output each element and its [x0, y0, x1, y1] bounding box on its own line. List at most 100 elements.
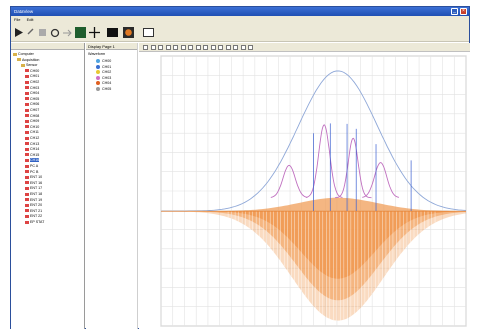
tree-item[interactable]: CH08 — [25, 114, 39, 119]
tree-item-label: CH10 — [30, 124, 40, 129]
peak-trace — [362, 162, 400, 198]
tree-item[interactable]: EP STAT — [25, 220, 44, 225]
tree-item[interactable]: CH07 — [25, 108, 39, 113]
legend-item[interactable]: CH02 — [96, 70, 111, 75]
legend-item[interactable]: CH05 — [96, 87, 111, 92]
close-button[interactable]: × — [460, 8, 467, 15]
tree-item-label: EP STAT — [30, 220, 45, 224]
color-icon[interactable] — [123, 27, 134, 38]
channel-icon — [25, 86, 29, 90]
tree-item[interactable]: CH04 — [25, 91, 39, 96]
tree-item[interactable]: CH12 — [25, 136, 39, 141]
tree-item[interactable]: CH05 — [25, 97, 39, 102]
play-icon[interactable] — [13, 27, 24, 38]
tree-item[interactable]: ENT 18 — [25, 192, 42, 197]
app-window: DataView _ × File Edit — [10, 6, 470, 329]
tree-item[interactable]: ENT 10 — [25, 175, 42, 180]
cursor-icon[interactable] — [143, 45, 148, 50]
tree-item[interactable]: PC A — [25, 164, 38, 169]
window-icon[interactable] — [143, 27, 154, 38]
tree-item[interactable]: Computer — [13, 52, 34, 57]
legend-item[interactable]: CH01 — [96, 65, 111, 70]
channel-icon — [25, 181, 29, 185]
channel-icon — [25, 125, 29, 129]
tree-item-label: Sensor — [26, 63, 38, 68]
tree-item[interactable]: Acquisition — [17, 58, 39, 63]
channel-icon — [25, 186, 29, 190]
tree-item[interactable]: ENT 20 — [25, 203, 42, 208]
peak-trace — [305, 124, 343, 198]
display-page-tab[interactable]: Display Page 1 — [86, 43, 137, 50]
record-icon[interactable] — [61, 27, 72, 38]
tree-item-label: CH11 — [30, 130, 39, 135]
add-icon[interactable] — [195, 45, 201, 50]
legend-item[interactable]: CH03 — [96, 76, 111, 81]
tree-item-label: ENT 17 — [30, 186, 43, 191]
menu-file[interactable]: File — [14, 17, 21, 22]
tree-item[interactable]: CH14 — [25, 147, 39, 152]
tree-item-label: ENT 18 — [30, 192, 43, 196]
legend-item[interactable]: CH04 — [96, 81, 111, 86]
redo-icon[interactable] — [240, 45, 246, 50]
channel-icon — [25, 175, 29, 179]
fit-icon[interactable] — [173, 45, 178, 50]
undo-icon[interactable] — [233, 45, 238, 50]
peak-trace — [270, 164, 308, 198]
tree-item-label: CH03 — [30, 85, 40, 90]
tree-item-label: CH07 — [30, 108, 40, 112]
channel-icon — [25, 74, 29, 78]
waveform-chart[interactable] — [139, 52, 470, 328]
tree-item-label: ENT 10 — [30, 175, 43, 180]
tree-item[interactable]: CH16 — [25, 158, 40, 163]
channel-icon — [25, 209, 29, 213]
window-title: DataView — [14, 9, 34, 14]
tree-item[interactable]: PC B — [25, 170, 38, 175]
tree-item-label: ENT 22 — [30, 214, 43, 219]
tree-item[interactable]: CH00 — [25, 69, 39, 74]
tree-item[interactable]: ENT 16 — [25, 181, 42, 186]
tree-item-label: CH14 — [30, 147, 40, 152]
tree-item-label: CH08 — [30, 113, 40, 118]
tree-item[interactable]: CH11 — [25, 130, 39, 135]
legend-item[interactable]: CH00 — [96, 59, 111, 64]
tree-item[interactable]: CH02 — [25, 80, 39, 85]
display-icon[interactable] — [107, 27, 118, 38]
crosshair-icon[interactable] — [89, 27, 100, 38]
tree-item-label: CH09 — [30, 119, 40, 124]
stop-icon[interactable] — [37, 27, 48, 38]
tree-item[interactable]: CH03 — [25, 86, 39, 91]
zoom-in-icon[interactable] — [150, 45, 156, 50]
tree-item[interactable]: ENT 22 — [25, 214, 42, 219]
tree-item[interactable]: CH06 — [25, 102, 39, 107]
tree-item[interactable]: Sensor — [21, 63, 37, 68]
measure-icon[interactable] — [180, 45, 186, 50]
peak-trace — [334, 137, 372, 199]
settings-icon[interactable] — [225, 45, 231, 50]
tree-item[interactable]: CH15 — [25, 153, 39, 158]
pan-icon[interactable] — [165, 45, 171, 50]
menu-edit[interactable]: Edit — [26, 17, 34, 22]
tree-item[interactable]: ENT 17 — [25, 186, 42, 191]
copy-icon[interactable] — [203, 45, 208, 50]
menu-bar: File Edit — [11, 16, 469, 23]
tree-item[interactable]: CH01 — [25, 74, 39, 79]
marker-icon[interactable] — [188, 45, 193, 50]
help-icon[interactable] — [248, 45, 253, 50]
channel-icon — [25, 203, 29, 207]
tree-item[interactable]: CH09 — [25, 119, 39, 124]
export-icon[interactable] — [218, 45, 223, 50]
tree-item-label: CH15 — [30, 152, 40, 157]
refresh-icon[interactable] — [49, 27, 60, 38]
grid-icon[interactable] — [75, 27, 86, 38]
tree-item[interactable]: ENT 21 — [25, 209, 42, 214]
legend-label: CH01 — [102, 64, 112, 69]
print-icon[interactable] — [210, 45, 216, 50]
tree-item[interactable]: CH10 — [25, 125, 39, 130]
tree-item[interactable]: ENT 19 — [25, 198, 42, 203]
minimize-button[interactable]: _ — [451, 8, 458, 15]
zoom-out-icon[interactable] — [158, 45, 163, 50]
undo-icon[interactable] — [25, 27, 36, 38]
channel-icon — [25, 198, 29, 202]
tree-item-label: CH12 — [30, 136, 40, 140]
tree-item[interactable]: CH13 — [25, 142, 39, 147]
